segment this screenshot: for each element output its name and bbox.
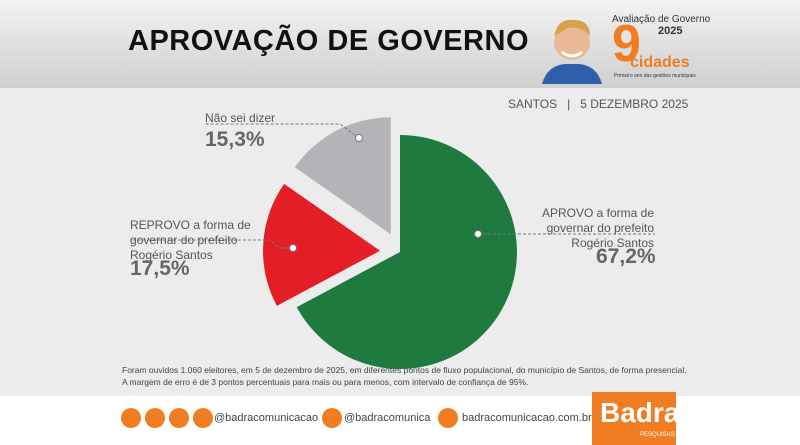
x-icon [322, 408, 342, 428]
slice-label: APROVO a forma de governar do prefeito R… [541, 206, 654, 250]
note: Foram ouvidos 1.060 eleitores, em 5 de d… [122, 364, 687, 388]
pie-slice [296, 135, 517, 369]
site: badracomunicacao.com.br [462, 412, 592, 424]
logo-top: Avaliação de Governo [612, 14, 711, 25]
x-handle: @badracomunica [344, 412, 431, 424]
web-icon [438, 408, 458, 428]
brand-box [592, 392, 676, 445]
logo-year: 2025 [658, 25, 683, 37]
city: SANTOS [508, 97, 558, 111]
subtitle: SANTOS | 5 DEZEMBRO 2025 [508, 97, 689, 111]
value-label: 17,5% [130, 257, 190, 280]
date: 5 DEZEMBRO 2025 [580, 97, 689, 111]
title: APROVAÇÃO DE GOVERNO [128, 25, 530, 57]
leader-dot [355, 134, 363, 142]
portrait [542, 19, 602, 84]
slice-label: REPROVO a forma de governar do prefeito … [130, 218, 251, 262]
note-line: Foram ouvidos 1.060 eleitores, em 5 de d… [122, 365, 687, 375]
leader-line [130, 239, 293, 249]
leader-dot [474, 230, 482, 238]
pie-slice [294, 117, 391, 235]
value-label: 15,3% [205, 128, 265, 151]
brand-sub: PESQUISAS [640, 432, 675, 438]
value-label: 67,2% [596, 245, 656, 268]
pie-chart [130, 117, 655, 369]
logo-word: cidades [630, 54, 690, 71]
pie-slice [263, 183, 381, 306]
logo-number: 9 [612, 15, 641, 73]
brand: Badra [600, 397, 680, 428]
leader-line [205, 123, 360, 139]
social-handle: @badracomunicacao [214, 412, 319, 424]
logo-caption: Primeiro ano das gestões municipais [614, 73, 696, 79]
social-icons [121, 408, 213, 428]
header-band [0, 0, 800, 88]
slice-label: Não sei dizer [205, 111, 276, 125]
note-line: A margem de erro é de 3 pontos percentua… [122, 377, 529, 387]
leader-dot [289, 244, 297, 252]
